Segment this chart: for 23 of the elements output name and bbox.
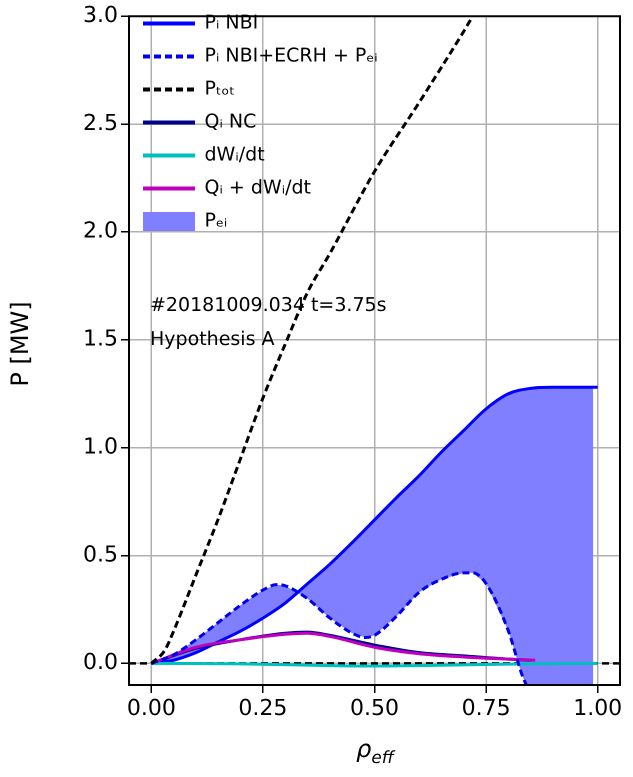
y-tick-label: 0.5 xyxy=(83,542,118,568)
legend-label: Pₜₒₜ xyxy=(204,77,236,100)
y-tick-label: 1.5 xyxy=(83,326,118,352)
legend-label: Qᵢ + dWᵢ/dt xyxy=(204,176,312,198)
x-tick-label: 0.25 xyxy=(238,696,288,721)
x-tick-label: 0.00 xyxy=(126,696,176,721)
annotation: Hypothesis A xyxy=(150,328,275,350)
x-tick-label: 0.50 xyxy=(350,696,399,721)
y-tick-label: 0.0 xyxy=(83,650,118,676)
y-tick-label: 2.0 xyxy=(83,218,118,244)
legend-label: Qᵢ NC xyxy=(204,110,256,132)
annotation: #20181009.034 t=3.75s xyxy=(150,294,387,316)
y-axis-title: P [MW] xyxy=(6,300,34,389)
y-tick-label: 3.0 xyxy=(83,2,118,28)
legend-label: dWᵢ/dt xyxy=(204,143,265,166)
y-tick-label: 2.5 xyxy=(83,110,118,136)
x-axis-title: ρ$_{eff}$ xyxy=(355,735,396,767)
legend-label: Pᵢ NBI+ECRH + Pₑᵢ xyxy=(204,44,378,66)
x-tick-label: 0.75 xyxy=(462,696,511,721)
legend-label: Pₑᵢ xyxy=(204,209,228,232)
x-tick-label: 1.00 xyxy=(573,696,622,721)
y-tick-label: 1.0 xyxy=(83,434,118,460)
line-series xyxy=(150,571,528,685)
